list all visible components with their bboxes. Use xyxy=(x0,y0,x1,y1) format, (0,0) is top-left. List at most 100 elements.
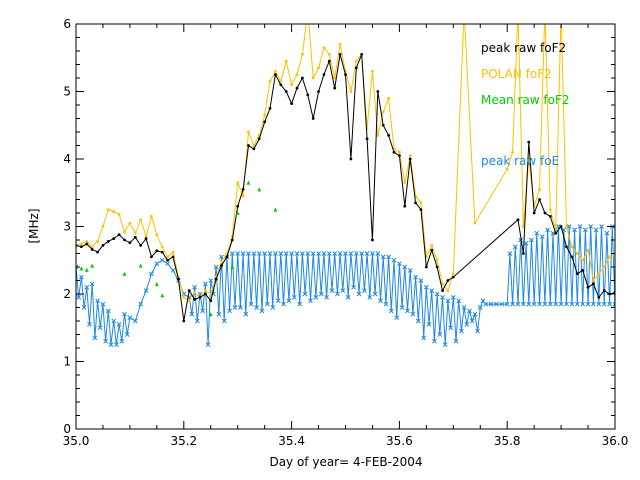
data-point-peak-raw-foe xyxy=(577,224,583,229)
data-point-peak-raw-fof2 xyxy=(360,52,364,56)
legend: peak raw foF2 POLAN foF2 Mean raw foF2 peak… xyxy=(481,41,570,168)
data-point-peak-raw-foe xyxy=(526,301,532,307)
y-tick-label: 1 xyxy=(63,355,71,369)
data-point-polan-fof2 xyxy=(112,210,116,214)
data-point-peak-raw-fof2 xyxy=(338,52,342,56)
data-point-peak-raw-foe xyxy=(362,288,367,293)
data-point-peak-raw-fof2 xyxy=(177,277,180,281)
data-point-polan-fof2 xyxy=(602,265,606,269)
data-point-peak-raw-foe xyxy=(159,257,165,263)
data-point-peak-raw-fof2 xyxy=(263,120,267,124)
data-point-peak-raw-foe xyxy=(283,251,289,256)
data-point-peak-raw-foe xyxy=(612,301,615,307)
data-point-peak-raw-foe xyxy=(132,318,138,324)
data-point-peak-raw-foe xyxy=(337,251,343,256)
data-point-peak-raw-foe xyxy=(421,335,427,341)
data-point-peak-raw-fof2 xyxy=(597,295,601,299)
data-point-polan-fof2 xyxy=(295,73,299,77)
data-point-peak-raw-foe xyxy=(397,261,402,266)
data-point-peak-raw-foe xyxy=(262,251,268,256)
data-point-peak-raw-foe xyxy=(499,301,505,307)
data-point-polan-fof2 xyxy=(511,150,514,154)
data-point-peak-raw-foe xyxy=(531,301,537,307)
data-point-peak-raw-foe xyxy=(596,301,602,307)
data-point-peak-raw-fof2 xyxy=(581,268,585,272)
data-point-peak-raw-fof2 xyxy=(187,289,191,293)
data-point-peak-raw-foe xyxy=(542,301,548,307)
legend-entry: POLAN foF2 xyxy=(481,67,552,81)
data-point-peak-raw-foe xyxy=(332,251,338,256)
data-point-peak-raw-fof2 xyxy=(414,201,417,205)
data-point-polan-fof2 xyxy=(317,66,320,70)
data-point-peak-raw-foe xyxy=(504,301,510,307)
data-point-peak-raw-foe xyxy=(432,338,437,344)
data-point-peak-raw-foe xyxy=(494,301,499,307)
data-point-polan-fof2 xyxy=(403,181,407,185)
data-point-peak-raw-foe xyxy=(475,328,480,334)
data-point-peak-raw-foe xyxy=(76,264,79,270)
data-point-peak-raw-foe xyxy=(394,315,400,320)
data-point-peak-raw-foe xyxy=(348,251,354,256)
data-point-peak-raw-fof2 xyxy=(300,76,304,80)
data-point-peak-raw-foe xyxy=(566,224,572,229)
data-point-peak-raw-foe xyxy=(572,227,577,233)
data-point-peak-raw-foe xyxy=(97,325,103,331)
data-point-peak-raw-fof2 xyxy=(128,241,132,245)
data-point-peak-raw-fof2 xyxy=(85,242,89,246)
data-point-peak-raw-foe xyxy=(351,284,356,290)
data-point-peak-raw-fof2 xyxy=(311,117,315,120)
data-point-peak-raw-foe xyxy=(273,251,278,256)
data-point-peak-raw-foe xyxy=(359,251,365,256)
data-point-peak-raw-foe xyxy=(232,305,238,310)
data-point-peak-raw-fof2 xyxy=(144,237,148,241)
data-point-peak-raw-foe xyxy=(418,278,424,283)
series-mean-raw-fof2 xyxy=(79,180,278,317)
data-point-peak-raw-fof2 xyxy=(90,248,94,251)
data-point-peak-raw-foe xyxy=(111,318,117,324)
data-point-polan-fof2 xyxy=(408,154,412,158)
data-point-peak-raw-fof2 xyxy=(565,245,568,249)
data-point-peak-raw-foe xyxy=(345,295,351,300)
data-point-peak-raw-foe xyxy=(213,264,219,270)
data-point-polan-fof2 xyxy=(128,221,132,225)
data-point-peak-raw-foe xyxy=(507,251,513,256)
data-point-peak-raw-fof2 xyxy=(371,238,374,242)
data-point-peak-raw-foe xyxy=(459,328,464,334)
data-point-peak-raw-foe xyxy=(340,288,346,293)
data-point-peak-raw-foe xyxy=(521,301,526,307)
data-point-peak-raw-foe xyxy=(599,224,604,229)
data-point-peak-raw-fof2 xyxy=(101,244,105,247)
data-point-polan-fof2 xyxy=(592,279,595,282)
data-point-polan-fof2 xyxy=(371,69,374,73)
data-point-peak-raw-foe xyxy=(467,308,472,314)
data-point-peak-raw-foe xyxy=(593,227,599,233)
data-point-peak-raw-fof2 xyxy=(532,211,536,215)
data-point-peak-raw-fof2 xyxy=(96,250,99,254)
data-point-peak-raw-foe xyxy=(564,301,569,307)
data-point-peak-raw-foe xyxy=(114,342,119,347)
data-point-peak-raw-foe xyxy=(116,322,122,327)
data-point-peak-raw-foe xyxy=(248,301,254,307)
data-point-peak-raw-fof2 xyxy=(160,250,164,254)
data-point-peak-raw-foe xyxy=(124,332,130,337)
data-point-peak-raw-foe xyxy=(585,301,591,307)
data-point-polan-fof2 xyxy=(90,245,94,249)
data-point-peak-raw-fof2 xyxy=(392,150,396,154)
data-point-polan-fof2 xyxy=(435,258,439,262)
data-point-polan-fof2 xyxy=(220,260,223,263)
data-point-peak-raw-fof2 xyxy=(435,265,439,269)
data-point-peak-raw-fof2 xyxy=(230,238,234,242)
data-point-peak-raw-foe xyxy=(313,295,319,300)
data-point-peak-raw-foe xyxy=(267,251,273,256)
data-point-peak-raw-foe xyxy=(574,301,580,307)
data-point-peak-raw-fof2 xyxy=(570,255,574,259)
data-point-peak-raw-foe xyxy=(423,284,429,290)
data-point-peak-raw-foe xyxy=(410,311,416,317)
data-point-peak-raw-fof2 xyxy=(344,73,347,77)
data-point-polan-fof2 xyxy=(300,52,304,56)
data-point-peak-raw-foe xyxy=(445,298,451,304)
data-point-polan-fof2 xyxy=(96,239,99,243)
x-tick-label: 35.4 xyxy=(278,434,305,448)
data-point-peak-raw-foe xyxy=(154,261,160,266)
